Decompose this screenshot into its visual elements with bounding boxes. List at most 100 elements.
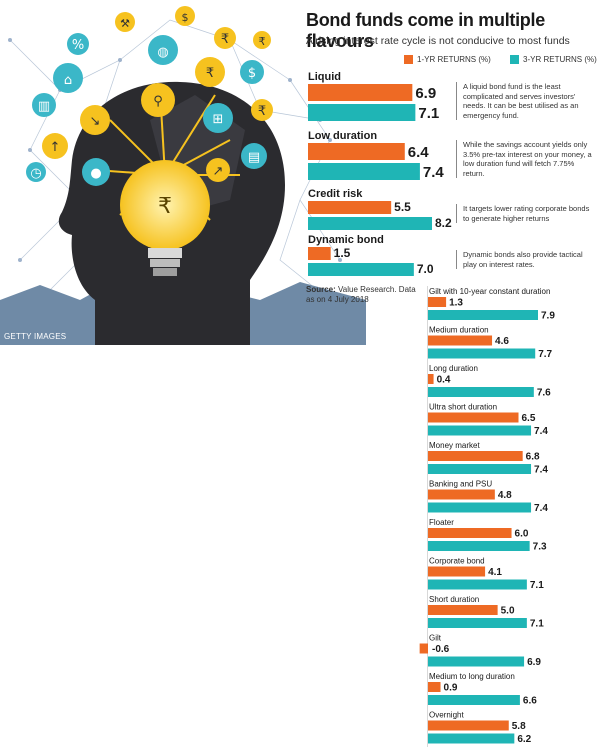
svg-text:₹: ₹ [221,32,229,47]
source-text: Value Research. Data as on 4 July 2018 [306,285,416,304]
bar-three-year-credit-risk [308,217,432,230]
value-one-year-overnight: 5.8 [512,721,526,732]
value-one-year-long-duration: 0.4 [437,375,451,386]
bar-one-year-credit-risk [308,201,392,214]
value-three-year-overnight: 6.2 [517,734,531,745]
bar-three-year-overnight [428,733,515,744]
svg-text:↘: ↘ [90,114,101,129]
briefcase-icon: ▤ [241,143,267,169]
value-three-year-liquid: 7.1 [418,105,439,122]
value-one-year-short-duration: 5.0 [501,606,515,617]
note-dynamic-bond: Dynamic bonds also provide tactical play… [456,250,595,269]
svg-text:$: $ [182,11,189,24]
note-liquid: A liquid bond fund is the least complica… [456,82,595,120]
category-label-overnight: Overnight [429,711,464,720]
rupee-icon: ₹ [214,27,236,49]
svg-text:↑: ↑ [50,140,61,155]
bar-one-year-money-market [428,451,523,461]
value-three-year-gilt-with-10-year-constant-duration: 7.9 [541,311,555,322]
svg-text:●: ● [90,166,101,181]
category-label-ultra-short-duration: Ultra short duration [429,403,497,412]
bar-one-year-long-duration [428,374,434,384]
category-label-long-duration: Long duration [429,364,478,373]
search-icon: ⚲ [141,83,175,117]
svg-text:↗: ↗ [213,164,224,179]
bar-three-year-low-duration [308,163,420,180]
value-one-year-money-market: 6.8 [526,452,540,463]
legend-three-year: 3-YR RETURNS (%) [510,55,597,64]
category-label-credit-risk: Credit risk [308,188,363,200]
svg-text:₹: ₹ [206,66,214,81]
bar-three-year-gilt-with-10-year-constant-duration [428,310,538,320]
svg-text:₹: ₹ [258,104,266,119]
bar-one-year-low-duration [308,143,405,160]
bar-one-year-floater [428,528,512,538]
value-one-year-ultra-short-duration: 6.5 [522,413,536,424]
bar-one-year-overnight [428,720,509,731]
bar-three-year-dynamic-bond [308,263,414,276]
bar-three-year-floater [428,541,530,551]
value-three-year-corporate-bond: 7.1 [530,580,544,591]
category-label-banking-and-psu: Banking and PSU [429,480,492,489]
source-note: Source: Value Research. Data as on 4 Jul… [306,285,416,305]
legend-swatch-three-year [510,55,519,64]
bulb-rupee-icon: ₹ [120,160,210,276]
category-label-liquid: Liquid [308,71,341,83]
svg-text:⌂: ⌂ [64,73,72,88]
svg-text:⚲: ⚲ [153,94,163,109]
bar-three-year-ultra-short-duration [428,425,532,436]
svg-text:◷: ◷ [30,166,41,181]
value-three-year-long-duration: 7.6 [537,388,551,399]
rising-chart-icon: ↑ [42,133,68,159]
value-three-year-money-market: 7.4 [534,465,548,476]
photo-credit: GETTY IMAGES [4,332,67,341]
bank-icon: ⌂ [53,63,83,93]
value-three-year-low-duration: 7.4 [423,164,445,181]
value-three-year-credit-risk: 8.2 [435,216,452,230]
legend-label-three-year: 3-YR RETURNS (%) [523,55,597,64]
svg-text:⚒: ⚒ [120,17,130,30]
piggy-bank-icon: ● [82,158,110,186]
coin-icon: ₹ [251,99,273,121]
money-hands-icon: $ [175,6,195,26]
value-one-year-low-duration: 6.4 [408,144,430,161]
value-three-year-banking-and-psu: 7.4 [534,503,548,514]
bar-three-year-liquid [308,104,416,121]
legend-swatch-one-year [404,55,413,64]
page-subtitle: A rising interest rate cycle is not cond… [306,35,570,47]
svg-text:$: $ [248,66,256,81]
category-label-gilt-with-10-year-constant-duration: Gilt with 10-year constant duration [429,287,550,296]
value-three-year-dynamic-bond: 7.0 [417,262,434,276]
globe-icon: ◍ [148,35,178,65]
cart-icon: ⊞ [203,103,233,133]
value-one-year-gilt: -0.6 [432,644,450,655]
value-three-year-floater: 7.3 [533,542,547,553]
bar-one-year-corporate-bond [428,566,486,577]
rupee-icon: ₹ [253,31,271,49]
bar-one-year-short-duration [428,605,498,615]
value-one-year-gilt-with-10-year-constant-duration: 1.3 [449,298,463,309]
bar-three-year-short-duration [428,618,527,628]
note-low-duration: While the savings account yields only 3.… [456,140,595,178]
clock-icon: ◷ [26,162,46,182]
category-label-dynamic-bond: Dynamic bond [308,234,384,246]
category-label-corporate-bond: Corporate bond [429,557,485,566]
bar-three-year-medium-duration [428,348,536,359]
value-one-year-dynamic-bond: 1.5 [334,246,351,260]
value-three-year-gilt: 6.9 [527,657,541,668]
category-label-floater: Floater [429,518,454,527]
chart-down-icon: ↘ [80,105,110,135]
value-one-year-floater: 6.0 [515,529,529,540]
bar-one-year-medium-to-long-duration [428,682,441,692]
value-three-year-short-duration: 7.1 [530,619,544,630]
category-label-short-duration: Short duration [429,595,479,604]
value-three-year-medium-duration: 7.7 [538,349,552,360]
value-one-year-corporate-bond: 4.1 [488,567,502,578]
category-label-gilt: Gilt [429,634,442,643]
value-three-year-medium-to-long-duration: 6.6 [523,696,537,707]
source-label: Source: [306,285,336,294]
legend-label-one-year: 1-YR RETURNS (%) [417,55,491,64]
bar-three-year-money-market [428,464,532,474]
bar-three-year-banking-and-psu [428,502,532,513]
illustration: ₹ % ⚒ $ ₹ ₹ ⌂ ◍ ₹ $ ▥ ↘ ⚲ ⊞ ₹ ↑ ● ▤ ↗ ◷ … [0,0,366,345]
